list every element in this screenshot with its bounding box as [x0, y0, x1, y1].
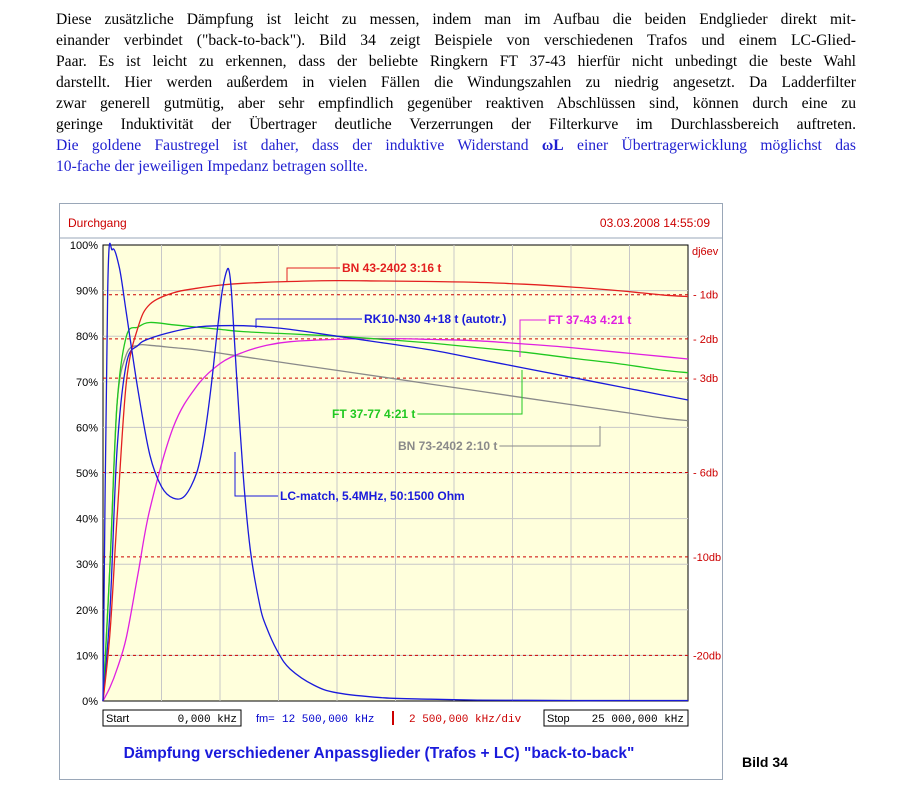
center-label: fm= [256, 713, 275, 725]
rule-of-thumb-line-1: Die goldene Faustregel ist daher, dass d… [56, 135, 856, 156]
y-tick-label: 90% [76, 286, 98, 298]
y-tick-label: 80% [76, 331, 98, 343]
label-leader-line [234, 452, 278, 497]
y-tick-label: 50% [76, 468, 98, 480]
start-box[interactable] [102, 709, 242, 727]
start-label: Start [106, 713, 129, 725]
paragraph-line: zwar generell gutmütig, aber sehr empfin… [56, 95, 856, 112]
paragraph-line: darstellt. Hier werden außerdem in viele… [56, 74, 856, 91]
y-tick-label: 0% [82, 696, 98, 708]
header-left-label: Durchgang [68, 216, 127, 230]
series-group [102, 242, 689, 702]
db-label: - 1db [693, 290, 718, 302]
y-tick-label: 20% [76, 605, 98, 617]
rule-text-a: Die goldene Faustregel ist daher, dass d… [56, 137, 542, 154]
div-value: 2 500,000 kHz/div [409, 714, 522, 726]
y-axis-ticks: 100% 90% 80% 70% 60% 50% 40% 30% 20% 10% 0% [70, 240, 98, 708]
stop-value: 25 000,000 kHz [592, 714, 684, 726]
label-leader-line [286, 267, 340, 281]
series-line [102, 321, 689, 702]
y-tick-label: 60% [76, 422, 98, 434]
y-tick-label: 10% [76, 650, 98, 662]
paragraph-line: Paar. Es ist leicht zu erkennen, dass de… [56, 53, 856, 70]
header-timestamp: 03.03.2008 14:55:09 [600, 216, 710, 230]
transmission-chart: Durchgang 03.03.2008 14:55:09 - 1db - 2db… [60, 205, 722, 762]
db-label: -10db [693, 552, 721, 564]
series-label: RK10-N30 4+18 t (autotr.) [364, 312, 506, 326]
body-paragraph: Diese zusätzliche Dämpfung ist leicht zu… [56, 9, 856, 177]
paragraph-line: Diese zusätzliche Dämpfung ist leicht zu… [56, 11, 856, 28]
label-leader-line [255, 318, 362, 328]
figure-caption: Dämpfung verschiedener Anpassglieder (Tr… [124, 745, 635, 762]
start-value: 0,000 kHz [178, 714, 237, 726]
db-reference-lines: - 1db - 2db - 3db - 6db -10db -20db [103, 290, 721, 662]
paragraph-line: geringe Induktivität der Übertrager deut… [56, 116, 856, 133]
series-line [102, 279, 689, 702]
y-tick-label: 40% [76, 514, 98, 526]
db-label: - 6db [693, 468, 718, 480]
stop-label: Stop [547, 713, 570, 725]
paragraph-line: einander verbindet ("back-to-back"). Bil… [56, 32, 856, 49]
label-leader-line [499, 426, 601, 447]
rule-of-thumb-line-2: 10-fache der jeweiligen Impedanz betrage… [56, 158, 368, 175]
series-label: LC-match, 5.4MHz, 50:1500 Ohm [280, 489, 465, 503]
series-label: BN 43-2402 3:16 t [342, 261, 441, 275]
series-line [102, 242, 688, 702]
db-label: -20db [693, 650, 721, 662]
header-bar [61, 205, 721, 237]
db-label: - 2db [693, 334, 718, 346]
series-labels: BN 43-2402 3:16 t RK10-N30 4+18 t (autotr… [234, 261, 631, 503]
omega-l-symbol: ωL [541, 137, 564, 154]
label-leader-line [417, 370, 523, 415]
stop-box[interactable] [543, 709, 689, 727]
series-line [102, 324, 689, 702]
figure-frame: Durchgang 03.03.2008 14:55:09 - 1db - 2db… [59, 203, 723, 780]
y-tick-label: 70% [76, 377, 98, 389]
rule-text-b: einer Übertragerwicklung möglichst das [563, 137, 856, 154]
series-label: FT 37-43 4:21 t [548, 313, 631, 327]
label-leader-line [519, 319, 546, 357]
figure-number: Bild 34 [742, 754, 788, 770]
series-label: FT 37-77 4:21 t [332, 407, 415, 421]
y-tick-label: 30% [76, 559, 98, 571]
center-value: 12 500,000 kHz [282, 714, 374, 726]
series-line [102, 337, 689, 702]
series-label: BN 73-2402 2:10 t [398, 439, 497, 453]
y-tick-label: 100% [70, 240, 98, 252]
right-axis-label: dj6ev [692, 246, 719, 258]
db-label: - 3db [693, 373, 718, 385]
